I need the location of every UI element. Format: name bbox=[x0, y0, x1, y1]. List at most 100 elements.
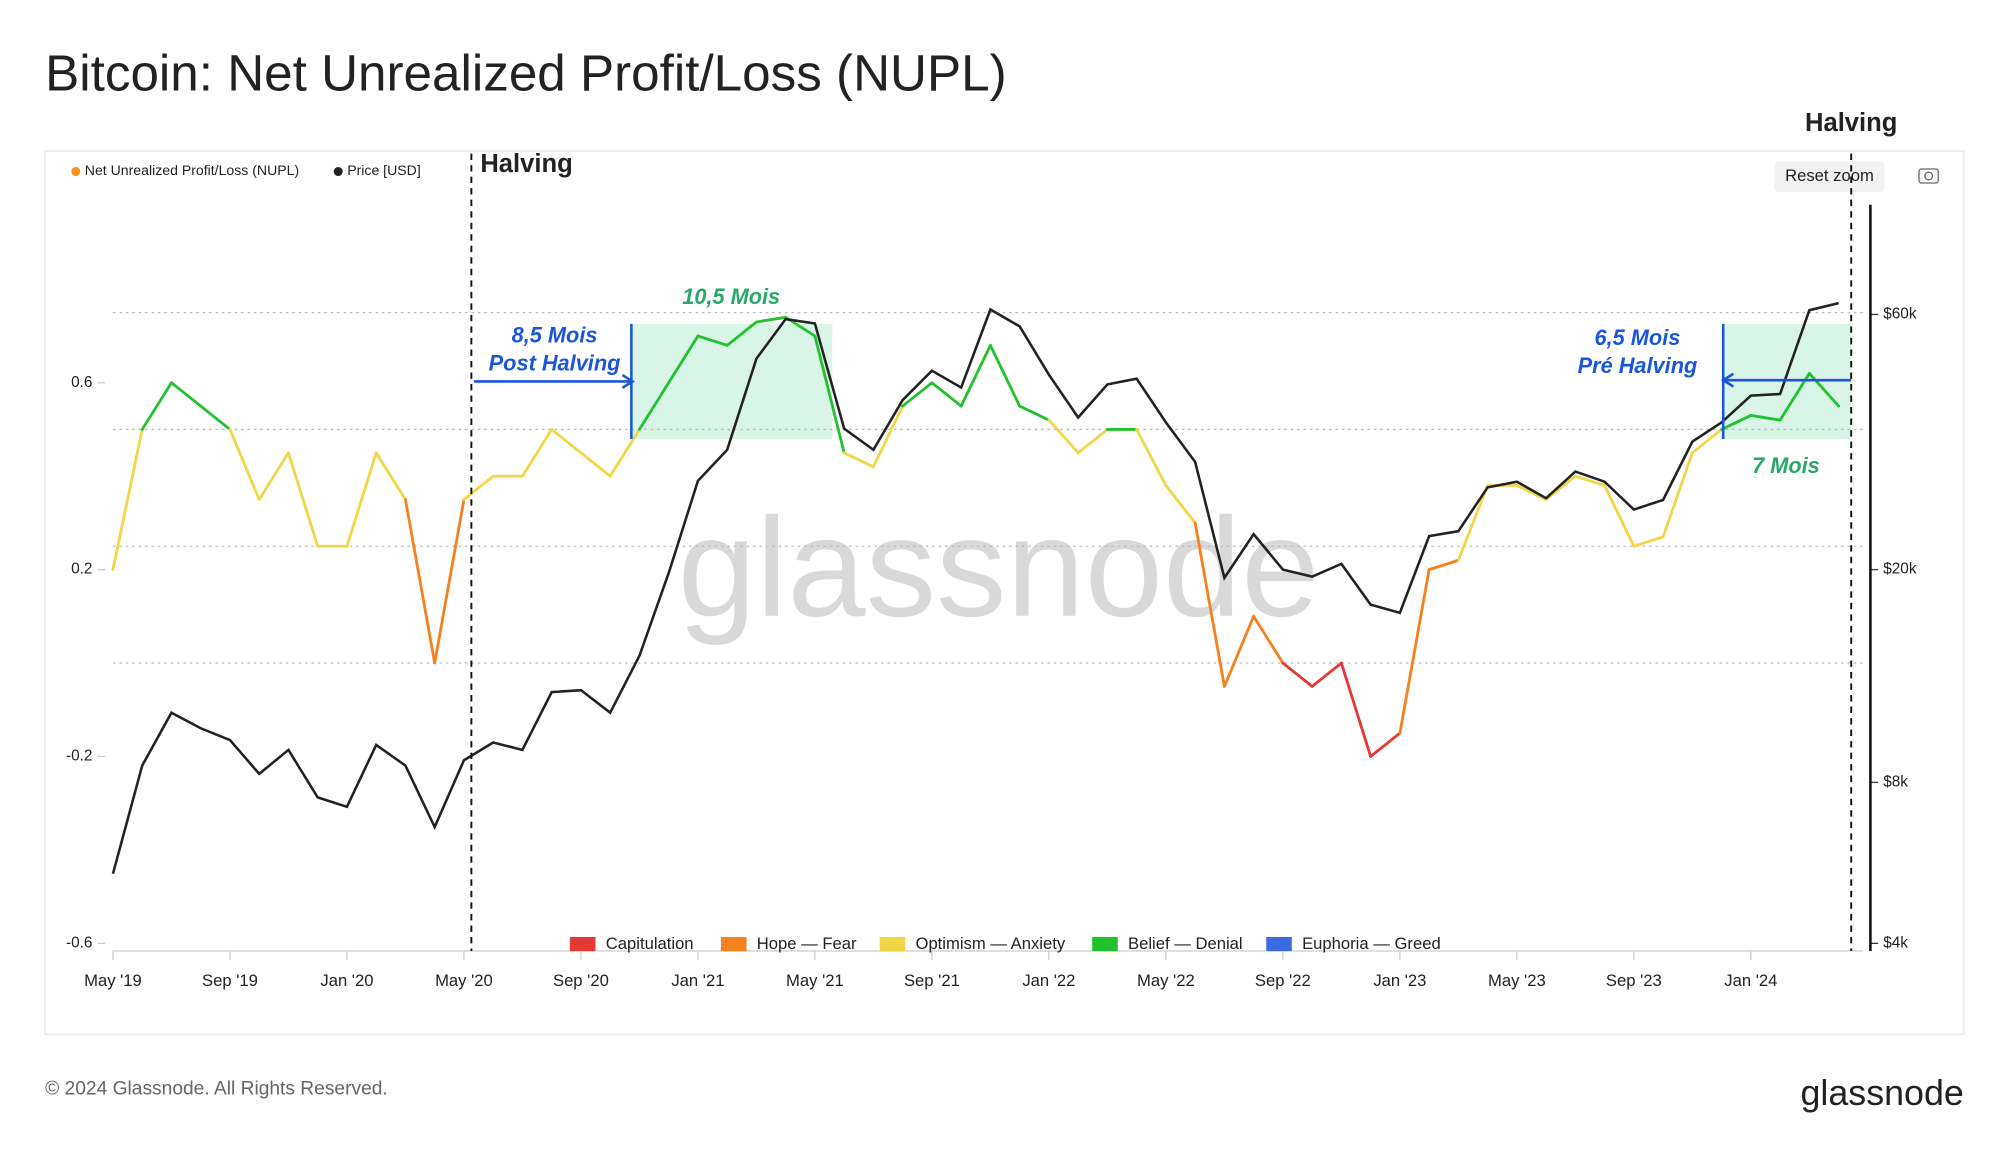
camera-icon[interactable] bbox=[1918, 168, 1939, 184]
nupl-segment bbox=[696, 334, 729, 347]
x-tick-label: Jan '22 bbox=[1022, 971, 1075, 990]
nupl-segment bbox=[842, 451, 875, 469]
annotation: 7 Mois bbox=[1752, 453, 1820, 478]
zone-legend-swatch bbox=[1092, 936, 1118, 952]
annotation: 6,5 Mois bbox=[1595, 325, 1681, 350]
y-tick-label: -0.6 bbox=[66, 934, 92, 951]
nupl-segment bbox=[755, 315, 788, 324]
nupl-segment bbox=[1544, 474, 1577, 501]
y-tick-label: -0.2 bbox=[66, 748, 92, 765]
nupl-segment bbox=[1076, 428, 1109, 455]
nupl-segment bbox=[521, 428, 554, 478]
nupl-segment bbox=[1573, 474, 1607, 487]
nupl-segment bbox=[374, 451, 407, 501]
x-tick-label: Sep '20 bbox=[553, 971, 609, 990]
nupl-segment bbox=[608, 428, 641, 478]
nupl-segment bbox=[1427, 558, 1460, 572]
y2-tick-label: $20k bbox=[1883, 561, 1917, 578]
y2-tick-label: $60k bbox=[1883, 306, 1917, 323]
nupl-segment bbox=[1222, 614, 1256, 688]
annotation: Pré Halving bbox=[1578, 353, 1698, 378]
x-tick-label: Sep '23 bbox=[1606, 971, 1662, 990]
watermark: glassnode bbox=[678, 489, 1320, 646]
zone-legend-label: Capitulation bbox=[606, 934, 694, 953]
annotation: 10,5 Mois bbox=[682, 284, 780, 309]
chart-title: Bitcoin: Net Unrealized Profit/Loss (NUP… bbox=[45, 44, 1007, 101]
x-tick-label: Sep '19 bbox=[202, 971, 258, 990]
y-tick-label: 0.2 bbox=[71, 561, 92, 578]
nupl-segment bbox=[345, 451, 378, 548]
legend-marker bbox=[71, 167, 81, 176]
nupl-segment bbox=[1135, 428, 1168, 487]
legend-marker bbox=[333, 167, 343, 176]
nupl-segment bbox=[1515, 484, 1548, 501]
chart-frame bbox=[44, 150, 1965, 1035]
nupl-segment bbox=[988, 343, 1022, 408]
nupl-segment bbox=[1807, 371, 1841, 408]
nupl-segment bbox=[1720, 414, 1753, 431]
reset-zoom-button[interactable] bbox=[1774, 161, 1885, 192]
nupl-segment bbox=[1047, 418, 1080, 455]
nupl-segment bbox=[1369, 731, 1402, 758]
annotation: 8,5 Mois bbox=[512, 322, 598, 347]
nupl-segment bbox=[1018, 404, 1051, 422]
nupl-segment bbox=[1456, 484, 1490, 562]
nupl-segment bbox=[1603, 484, 1636, 548]
zone-legend-label: Euphoria — Greed bbox=[1302, 934, 1441, 953]
nupl-segment bbox=[199, 404, 232, 431]
reset-zoom-label[interactable]: Reset zoom bbox=[1785, 166, 1874, 185]
nupl-segment bbox=[901, 381, 934, 408]
nupl-segment bbox=[813, 334, 846, 455]
x-tick-label: May '23 bbox=[1488, 971, 1546, 990]
halving-label: Halving bbox=[480, 150, 572, 178]
nupl-segment bbox=[1281, 661, 1314, 688]
x-tick-label: Jan '24 bbox=[1724, 971, 1777, 990]
nupl-segment bbox=[959, 343, 992, 408]
annotation: Post Halving bbox=[489, 351, 621, 376]
nupl-segment bbox=[1632, 535, 1665, 548]
zone-legend-swatch bbox=[1266, 936, 1292, 952]
legend-label: Net Unrealized Profit/Loss (NUPL) bbox=[85, 162, 299, 178]
nupl-segment bbox=[287, 451, 320, 548]
x-tick-label: Jan '21 bbox=[671, 971, 724, 990]
nupl-segment bbox=[1661, 451, 1694, 539]
nupl-segment bbox=[228, 428, 261, 501]
nupl-segment bbox=[111, 428, 144, 572]
nupl-segment bbox=[140, 381, 173, 431]
nupl-segment bbox=[462, 474, 495, 501]
x-tick-label: May '22 bbox=[1137, 971, 1195, 990]
legend-label: Price [USD] bbox=[347, 162, 421, 178]
x-tick-label: May '19 bbox=[84, 971, 142, 990]
camera-body[interactable] bbox=[1918, 168, 1939, 184]
nupl-segment bbox=[1339, 661, 1373, 758]
x-tick-label: Sep '21 bbox=[904, 971, 960, 990]
logo: glassnode bbox=[1800, 1073, 1963, 1113]
nupl-segment bbox=[1749, 414, 1782, 422]
x-tick-label: Jan '20 bbox=[320, 971, 373, 990]
nupl-segment bbox=[638, 381, 671, 431]
y2-tick-label: $4k bbox=[1883, 934, 1908, 951]
halving-label: Halving bbox=[1805, 109, 1897, 137]
x-tick-label: May '20 bbox=[435, 971, 493, 990]
copyright: © 2024 Glassnode. All Rights Reserved. bbox=[45, 1078, 388, 1099]
nupl-segment bbox=[1690, 428, 1724, 455]
x-tick-label: Jan '23 bbox=[1373, 971, 1426, 990]
zone-legend-label: Belief — Denial bbox=[1128, 934, 1243, 953]
nupl-segment bbox=[1398, 568, 1431, 735]
nupl-segment bbox=[257, 451, 290, 501]
nupl-segment bbox=[1310, 661, 1343, 688]
camera-lens[interactable] bbox=[1924, 171, 1934, 181]
nupl-segment bbox=[1252, 614, 1285, 665]
y2-tick-label: $8k bbox=[1883, 773, 1908, 790]
zone-legend-label: Hope — Fear bbox=[757, 934, 857, 953]
x-tick-label: Sep '22 bbox=[1255, 971, 1311, 990]
zone-legend-swatch bbox=[569, 936, 596, 952]
nupl-segment bbox=[871, 404, 905, 469]
zone-legend-label: Optimism — Anxiety bbox=[916, 934, 1066, 953]
x-tick-label: May '21 bbox=[786, 971, 844, 990]
y-tick-label: 0.6 bbox=[71, 374, 92, 391]
nupl-segment bbox=[433, 498, 466, 665]
nupl-segment bbox=[1193, 521, 1226, 688]
